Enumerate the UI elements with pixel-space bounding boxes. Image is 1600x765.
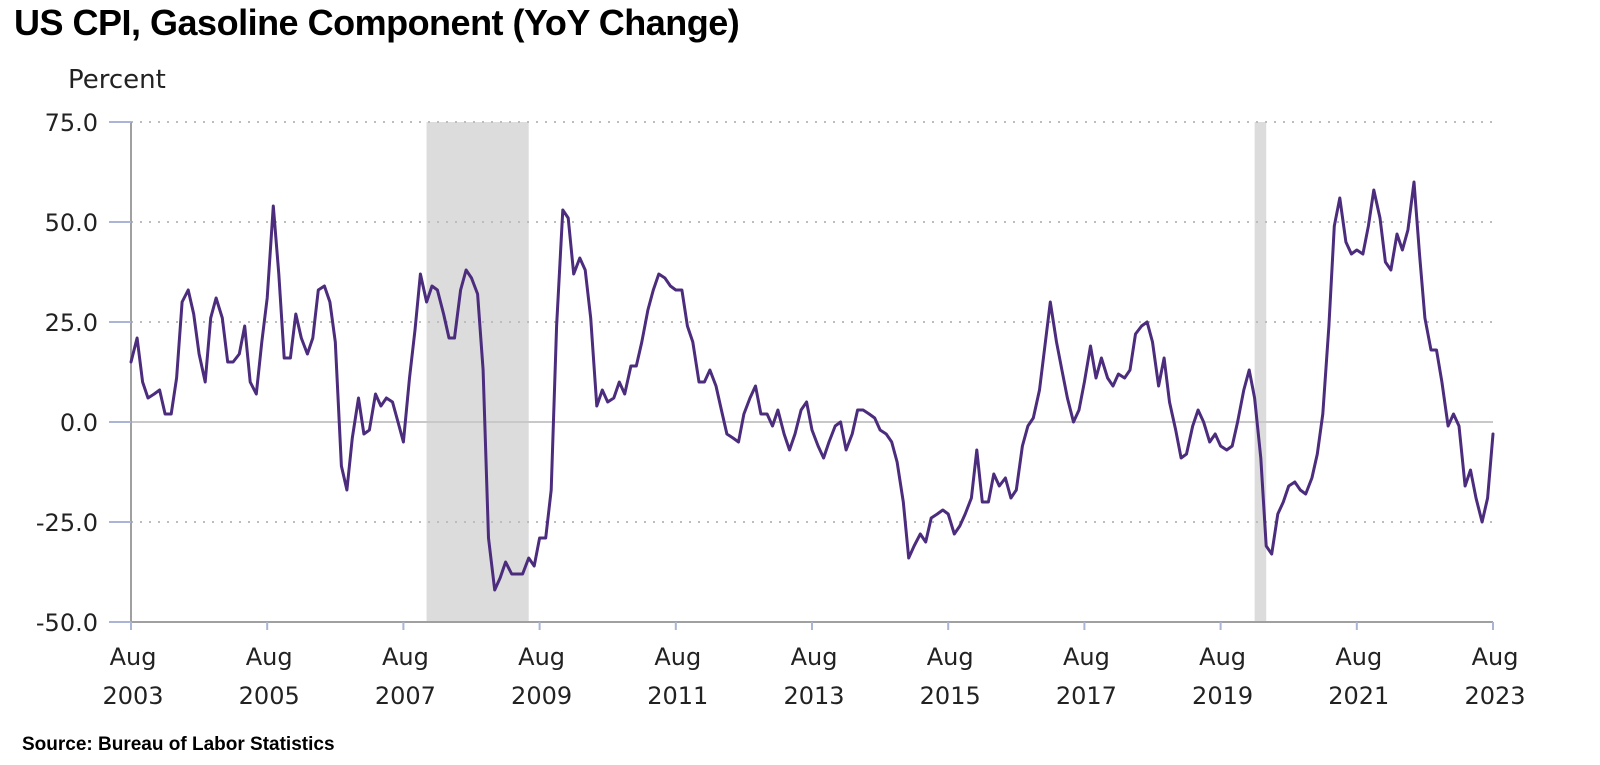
series-lines [129,180,1495,592]
y-axis-label: Percent [68,65,166,95]
chart-title: US CPI, Gasoline Component (YoY Change) [14,2,740,43]
x-tick-year-6: 2015 [920,682,981,710]
x-tick-month-3: Aug [518,643,565,671]
x-tick-year-9: 2021 [1328,682,1389,710]
y-tick-label-4: -25.0 [36,509,98,537]
source-note: Source: Bureau of Labor Statistics [22,734,335,755]
x-tick-month-6: Aug [927,643,974,671]
y-tick-label-3: 0.0 [60,409,98,437]
x-tick-year-8: 2019 [1192,682,1253,710]
x-tick-month-5: Aug [791,643,838,671]
x-tick-year-3: 2009 [511,682,572,710]
grid-lines [131,121,1493,523]
recession-band-1 [426,122,529,622]
x-tick-month-0: Aug [110,643,157,671]
y-tick-label-1: 50.0 [45,209,98,237]
x-tick-year-5: 2013 [783,682,844,710]
x-tick-month-7: Aug [1063,643,1110,671]
x-tick-month-9: Aug [1335,643,1382,671]
x-tick-year-7: 2017 [1056,682,1117,710]
x-tick-year-10: 2023 [1464,682,1525,710]
y-tick-label-0: 75.0 [45,109,98,137]
x-tick-month-8: Aug [1199,643,1246,671]
x-tick-year-2: 2007 [375,682,436,710]
recession-bands [426,122,1267,622]
x-tick-month-1: Aug [246,643,293,671]
x-tick-year-0: 2003 [102,682,163,710]
y-tick-label-5: -50.0 [36,609,98,637]
x-tick-month-4: Aug [654,643,701,671]
x-tick-labels: Aug 2003 Aug 2005 Aug 2007 Aug 2009 Aug 2011 Aug 20… [102,622,1526,710]
x-tick-year-4: 2011 [647,682,708,710]
recession-band-2 [1254,122,1267,622]
y-tick-label-2: 25.0 [45,309,98,337]
x-tick-month-2: Aug [382,643,429,671]
series-line-1 [129,180,1495,592]
y-tick-labels: 75.0 50.0 25.0 0.0 -25.0 -50.0 [36,109,131,637]
x-tick-year-1: 2005 [239,682,300,710]
x-tick-month-10: Aug [1472,643,1519,671]
